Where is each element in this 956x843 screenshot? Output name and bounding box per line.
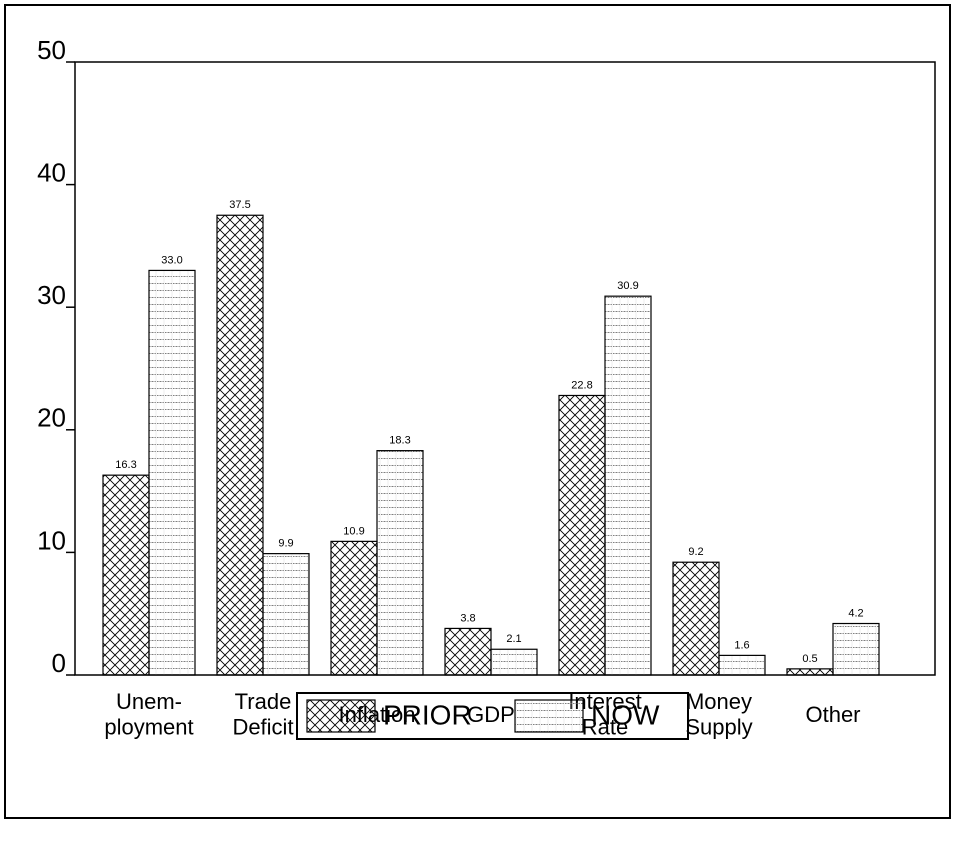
legend-swatch [514, 699, 584, 733]
y-tick-label: 10 [37, 525, 66, 555]
x-tick-label: Money Supply [685, 689, 752, 739]
bar [718, 654, 766, 676]
x-tick-label: Other [805, 702, 860, 727]
legend-label: NOW [591, 699, 660, 730]
y-tick-label: 0 [52, 648, 66, 678]
value-label: 37.5 [229, 199, 250, 211]
value-label: 22.8 [571, 379, 592, 391]
value-label: 9.9 [278, 538, 293, 550]
plot-frame [74, 61, 936, 676]
bar [444, 627, 492, 676]
bar [148, 269, 196, 676]
y-tick-label: 30 [37, 280, 66, 310]
bar [262, 553, 310, 676]
x-tick-label: GDP [467, 702, 515, 727]
bar [558, 394, 606, 676]
y-tick-label: 50 [37, 35, 66, 65]
bar [330, 540, 378, 676]
value-label: 2.1 [506, 633, 521, 645]
bar [216, 214, 264, 676]
legend-label: PRIOR [383, 699, 472, 730]
y-tick-label: 40 [37, 157, 66, 187]
bar [786, 668, 834, 676]
value-label: 0.5 [802, 653, 817, 665]
value-label: 16.3 [115, 459, 136, 471]
y-tick-label: 20 [37, 403, 66, 433]
legend-swatch [306, 699, 376, 733]
value-label: 10.9 [343, 525, 364, 537]
value-label: 1.6 [734, 639, 749, 651]
bar [832, 622, 880, 676]
value-label: 18.3 [389, 435, 410, 447]
bar [102, 474, 150, 676]
x-tick-label: Trade Deficit [232, 689, 293, 739]
bar [490, 648, 538, 676]
bar [376, 450, 424, 676]
bar [604, 295, 652, 676]
outer-frame [4, 4, 951, 819]
bar [672, 561, 720, 676]
value-label: 9.2 [688, 546, 703, 558]
value-label: 3.8 [460, 612, 475, 624]
value-label: 30.9 [617, 280, 638, 292]
value-label: 33.0 [161, 254, 182, 266]
x-tick-label: Unem-ployment [104, 689, 193, 739]
value-label: 4.2 [848, 607, 863, 619]
